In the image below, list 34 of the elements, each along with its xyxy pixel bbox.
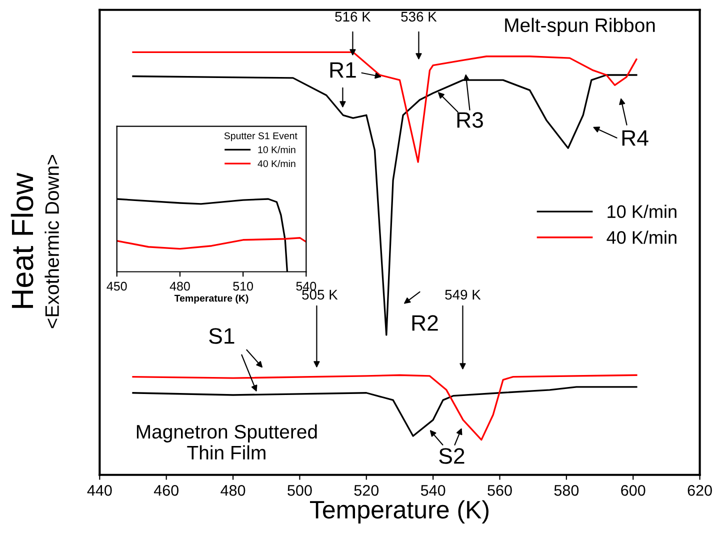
x-axis-title: Temperature (K) — [174, 294, 248, 304]
text: Melt-spun Ribbon — [505, 18, 655, 36]
x-tick-label: 480 — [170, 282, 190, 291]
x-tick-label: 450 — [106, 282, 127, 291]
legend-label: 40 K/min — [606, 230, 676, 244]
x-tick-label: 480 — [220, 485, 246, 496]
x-tick-label: 540 — [420, 485, 446, 496]
annotation: 549 K — [445, 290, 481, 300]
y-axis-title: Heat Flow <Exothermic Down> — [10, 154, 59, 328]
annotation: R1 — [330, 62, 356, 78]
annotation: S1 — [209, 328, 234, 344]
annotation: 505 K — [302, 290, 338, 300]
x-tick-label: 500 — [288, 485, 312, 496]
text: 536 K — [401, 12, 437, 22]
x-tick-label: 560 — [488, 485, 512, 496]
legend-label: 10 K/min — [258, 146, 296, 154]
x-tick-label: 520 — [354, 485, 379, 496]
annotation: Magnetron Sputtered Thin Film — [136, 424, 317, 460]
x-tick-label: 460 — [154, 485, 178, 496]
x-tick-label: 580 — [554, 485, 579, 496]
x-tick-label: 510 — [233, 282, 254, 291]
annotation: R2 — [412, 315, 438, 331]
legend-label: 40 K/min — [258, 160, 296, 168]
x-tick-label: 540 — [296, 282, 316, 291]
legend-title: Sputter S1 Event — [224, 132, 298, 142]
annotation: R4 — [622, 130, 648, 146]
x-tick-label: 600 — [621, 485, 646, 496]
x-tick-label: 620 — [688, 485, 712, 496]
legend-label: 10 K/min — [608, 204, 676, 218]
text: 516 K — [335, 12, 371, 22]
annotation: R3 — [457, 112, 483, 128]
annotation: S2 — [439, 448, 464, 464]
x-tick-label: 440 — [87, 485, 112, 496]
x-axis-title: Temperature (K) — [310, 500, 488, 524]
